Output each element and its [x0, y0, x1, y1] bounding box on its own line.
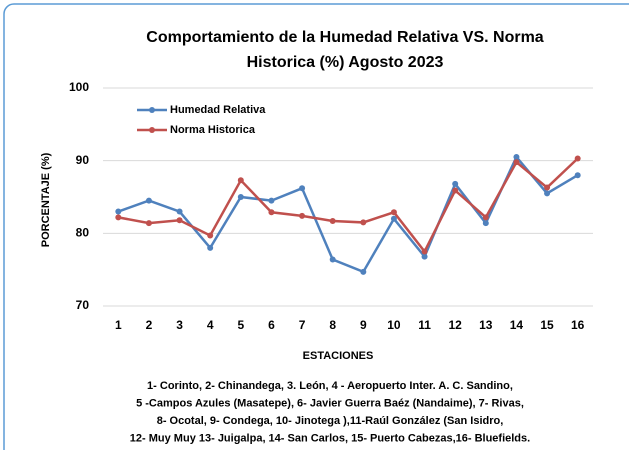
data-point — [452, 180, 459, 187]
chart-title: Comportamiento de la Humedad Relativa VS… — [146, 29, 544, 46]
data-point — [237, 177, 244, 184]
data-point — [390, 209, 397, 216]
x-tick-label: 10 — [387, 318, 401, 332]
chart-frame — [3, 3, 629, 450]
y-tick-label: 100 — [69, 80, 89, 94]
x-tick-label: 8 — [329, 318, 336, 332]
x-tick-label: 9 — [360, 318, 367, 332]
legend-swatch — [149, 107, 155, 113]
x-tick-label: 7 — [299, 318, 306, 332]
y-tick-label: 70 — [76, 298, 90, 312]
data-point — [482, 220, 489, 227]
x-tick-label: 16 — [571, 318, 585, 332]
x-tick-label: 1 — [115, 318, 122, 332]
data-point — [115, 214, 122, 221]
data-point — [115, 208, 122, 215]
data-point — [574, 172, 581, 179]
x-tick-label: 11 — [418, 318, 431, 332]
data-point — [544, 184, 551, 191]
data-point — [390, 215, 397, 222]
x-tick-label: 4 — [207, 318, 214, 332]
data-point — [544, 190, 551, 197]
y-tick-label: 90 — [76, 153, 90, 167]
x-tick-label: 5 — [237, 318, 244, 332]
data-point — [329, 256, 336, 263]
data-point — [207, 232, 214, 239]
footnote: 5 -Campos Azules (Masatepe), 6- Javier G… — [136, 397, 524, 409]
data-point — [176, 217, 183, 224]
legend-label: Humedad Relativa — [170, 104, 266, 116]
data-point — [145, 220, 152, 227]
footnote: 1- Corinto, 2- Chinandega, 3. León, 4 - … — [147, 380, 513, 392]
legend-swatch — [149, 127, 155, 133]
x-tick-label: 6 — [268, 318, 275, 332]
series-line — [118, 157, 579, 254]
data-point — [360, 268, 367, 275]
legend-label: Norma Historica — [170, 124, 256, 136]
x-tick-label: 13 — [479, 318, 493, 332]
data-point — [268, 197, 275, 204]
data-point — [421, 248, 428, 255]
data-point — [176, 208, 183, 215]
footnote: 8- Ocotal, 9- Condega, 10- Jinotega ),11… — [157, 415, 504, 427]
data-point — [513, 159, 520, 166]
x-tick-label: 3 — [176, 318, 183, 332]
data-point — [268, 209, 275, 216]
data-point — [207, 244, 214, 251]
data-point — [452, 187, 459, 194]
y-tick-label: 80 — [76, 226, 90, 240]
data-point — [574, 155, 581, 162]
footnote: 12- Muy Muy 13- Juigalpa, 14- San Carlos… — [130, 432, 530, 444]
data-point — [482, 214, 489, 221]
data-point — [299, 212, 306, 219]
x-tick-label: 14 — [510, 318, 524, 332]
x-axis-label: ESTACIONES — [303, 350, 374, 362]
chart-title: Historica (%) Agosto 2023 — [247, 54, 444, 71]
y-axis-label: PORCENTAJE (%) — [40, 152, 52, 247]
data-point — [421, 253, 428, 260]
data-point — [329, 217, 336, 224]
x-tick-label: 15 — [540, 318, 554, 332]
data-point — [145, 197, 152, 204]
data-point — [299, 185, 306, 192]
x-tick-label: 12 — [449, 318, 463, 332]
data-point — [237, 194, 244, 200]
data-point — [513, 154, 520, 161]
data-point — [360, 219, 367, 226]
x-tick-label: 2 — [146, 318, 153, 332]
